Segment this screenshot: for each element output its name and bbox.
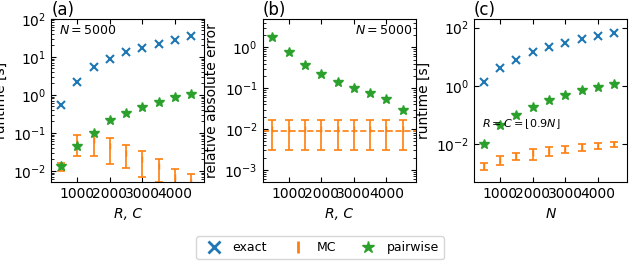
X-axis label: R, C: R, C	[325, 207, 353, 221]
X-axis label: N: N	[545, 207, 556, 221]
Legend: exact, MC, pairwise: exact, MC, pairwise	[196, 236, 444, 259]
Text: $N = 5000$: $N = 5000$	[355, 24, 412, 37]
Text: (a): (a)	[51, 1, 74, 19]
Text: (b): (b)	[262, 1, 286, 19]
Text: $R = C = \lfloor 0.9N \rfloor$: $R = C = \lfloor 0.9N \rfloor$	[482, 117, 560, 131]
Y-axis label: relative absolute error: relative absolute error	[205, 23, 219, 178]
Y-axis label: runtime [s]: runtime [s]	[0, 62, 8, 139]
X-axis label: R, C: R, C	[114, 207, 142, 221]
Y-axis label: runtime [s]: runtime [s]	[417, 62, 431, 139]
Text: $N = 5000$: $N = 5000$	[59, 24, 116, 37]
Text: (c): (c)	[474, 1, 496, 19]
